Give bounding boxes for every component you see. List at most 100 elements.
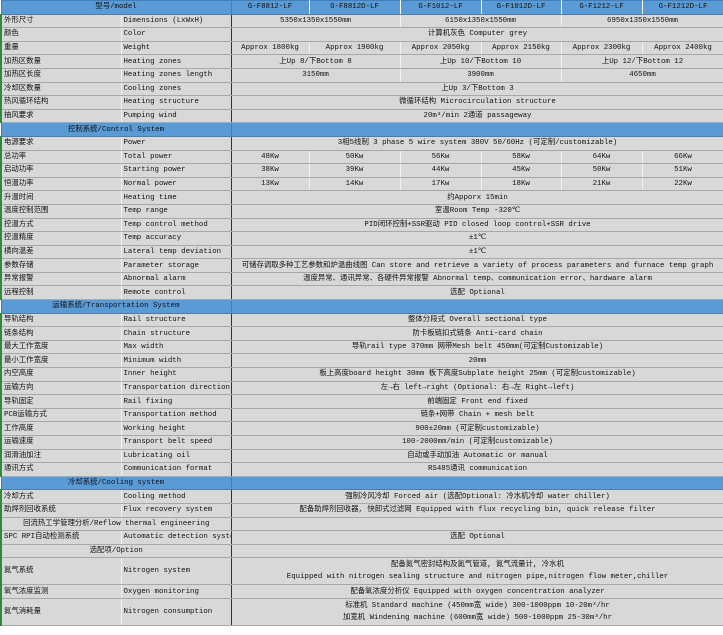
section-header-fill — [230, 299, 723, 314]
spec-value: 4650mm — [560, 67, 723, 83]
spec-label-en: Weight — [120, 40, 232, 56]
spec-value: ±1℃ — [230, 231, 723, 246]
spec-value: 22Kw — [641, 176, 723, 192]
spec-value: 21Kw — [560, 176, 643, 192]
model-header-row: 型号/model G-F8812-LF G-F8812D-LF G-F1012-LF G… — [0, 0, 723, 15]
spec-value: ±1℃ — [230, 244, 723, 260]
spec-value: 6950x1350x1550mm — [560, 13, 723, 29]
spec-label-cn: 冷却区数量 — [0, 81, 122, 97]
spec-value: 6150x1350x1550mm — [399, 13, 562, 29]
spec-value: 链条+网带 Chain + mesh belt — [230, 407, 723, 423]
spec-value: 48Kw — [230, 149, 310, 165]
spec-value: 100-2000mm/min (可定制customizable) — [230, 435, 723, 450]
section-title: 冷却系统/Cooling system — [0, 475, 232, 491]
spec-value: 配备氧浓度分析仪 Equipped with oxygen concentrat… — [230, 584, 723, 599]
spec-value: RS485通讯 communication — [230, 462, 723, 477]
spec-row: 控温精度 Temp accuracy ±1℃ — [0, 231, 723, 246]
spec-value: 51Kw — [641, 163, 723, 178]
section-title: 控制系统/Control System — [0, 122, 232, 137]
spec-value: 可储存调取多种工艺参数和炉温曲线图 Can store and retrieve… — [230, 258, 723, 273]
spec-row: 横向温差 Lateral temp deviation ±1℃ — [0, 244, 723, 260]
spec-label-cn: 加热区数量 — [0, 54, 122, 69]
spec-row: 内空高度 Inner height 板上高度board height 30mm 板下… — [0, 367, 723, 382]
spec-value: 温度异常、通讯异常、各硬件异常报警 Abnormal temp、communic… — [230, 271, 723, 287]
section-title: 运输系统/Transportation System — [0, 299, 232, 314]
model-name: G-F1012-LF — [399, 0, 482, 15]
spec-label-cn: 通讯方式 — [0, 462, 122, 477]
spec-label-cn: 参数存储 — [0, 258, 122, 273]
spec-value: 整体分段式 Overall sectional type — [230, 312, 723, 328]
spec-label-en: Temp control method — [120, 217, 232, 233]
spec-value: 44Kw — [399, 163, 482, 178]
spec-row: 导轨固定 Rail fixing 前端固定 Front end fixed — [0, 394, 723, 409]
model-header-label: 型号/model — [0, 0, 232, 15]
spec-label-cn: 控温精度 — [0, 231, 122, 246]
spec-row: 重量 Weight Approx 1800kg Approx 1900kg Approx… — [0, 40, 723, 56]
spec-label-en: Color — [120, 27, 232, 42]
spec-row: 运输速度 Transport belt speed 100-2000mm/min (… — [0, 435, 723, 450]
spec-label-cn: 横向温差 — [0, 244, 122, 260]
spec-row: 加热区长度 Heating zones length 3150mm 3900mm 465… — [0, 67, 723, 83]
spec-row: 温度控制范围 Temp range 室温Room Temp -320℃ — [0, 203, 723, 219]
section-header-row: 运输系统/Transportation System — [0, 299, 723, 314]
spec-label-en: Total power — [120, 149, 232, 165]
spec-row: 回流热工学管理分析/Reflow thermal engineering — [0, 516, 723, 532]
spec-label-cn: 重量 — [0, 40, 122, 56]
spec-row: 总功率 Total power 48Kw 50Kw 56Kw 58Kw 64Kw 66Kw — [0, 149, 723, 165]
spec-value: 3150mm — [230, 67, 401, 83]
spec-value: 50Kw — [308, 149, 401, 165]
spec-label-cn: 氮气系统 — [0, 557, 122, 586]
spec-label-cn: 颜色 — [0, 27, 122, 42]
model-name: G-F1012D-LF — [480, 0, 562, 15]
spec-label-en: Normal power — [120, 176, 232, 192]
model-name: G-F1212D-LF — [641, 0, 723, 15]
spec-label-en: Pumping wind — [120, 108, 232, 124]
spec-value: 38Kw — [230, 163, 310, 178]
spec-row: 工作高度 Working height 900±20mm (可定制customiza… — [0, 421, 723, 436]
model-name: G-F1212-LF — [560, 0, 643, 15]
spec-label-en: Remote control — [120, 285, 232, 301]
spec-value: Approx 1900kg — [308, 40, 401, 56]
spec-label-cn: 运输方向 — [0, 380, 122, 396]
spec-value: 900±20mm (可定制customizable) — [230, 421, 723, 436]
spec-value: 20mm — [230, 353, 723, 369]
spec-label-en: Heating time — [120, 190, 232, 205]
spec-label-cn: 控温方式 — [0, 217, 122, 233]
spec-row: 通讯方式 Communication format RS485通讯 communic… — [0, 462, 723, 477]
spec-label-cn: 升温时间 — [0, 190, 122, 205]
spec-value: 39Kw — [308, 163, 401, 178]
spec-row: 电源要求 Power 3相5线制 3 phase 5 wire system 380… — [0, 135, 723, 151]
spec-group-label: 选配项/Option — [0, 543, 232, 559]
spec-label-en: Chain structure — [120, 326, 232, 341]
spec-label-en: Heating zones length — [120, 67, 232, 83]
spec-row: 颜色 Color 计算机灰色 Computer grey — [0, 27, 723, 42]
spec-label-en: Lubricating oil — [120, 448, 232, 464]
spec-label-cn: 氮气消耗量 — [0, 597, 122, 626]
spec-label-en: Rail fixing — [120, 394, 232, 409]
spec-group-label: 回流热工学管理分析/Reflow thermal engineering — [0, 516, 232, 532]
spec-row: 升温时间 Heating time 约Apporx 15min — [0, 190, 723, 205]
spec-row: 控温方式 Temp control method PID闭环控制+SSR驱动 PID… — [0, 217, 723, 233]
spec-label-cn: 抽风要求 — [0, 108, 122, 124]
spec-row: 链条结构 Chain structure 防卡板链扣式链条 Anti-card ch… — [0, 326, 723, 341]
spec-row: 氮气消耗量 Nitrogen consumption 标准机 Standard ma… — [0, 597, 723, 626]
spec-label-cn: 润滑油加注 — [0, 448, 122, 464]
spec-value: 选配 Optional — [230, 530, 723, 545]
spec-label-cn: 温度控制范围 — [0, 203, 122, 219]
spec-value: 17Kw — [399, 176, 482, 192]
spec-label-cn: 启动功率 — [0, 163, 122, 178]
spec-value: 56Kw — [399, 149, 482, 165]
section-header-row: 控制系统/Control System — [0, 122, 723, 137]
spec-row: 最小工作宽度 Minimum width 20mm — [0, 353, 723, 369]
spec-value: 导轨rail type 370mm 网带Mesh belt 450mm(可定制C… — [230, 339, 723, 355]
spec-label-cn: 异常报警 — [0, 271, 122, 287]
spec-row: 启动功率 Starting power 38Kw 39Kw 44Kw 45Kw 50Kw 51… — [0, 163, 723, 178]
spec-label-en: Power — [120, 135, 232, 151]
spec-label-cn: PCB运输方式 — [0, 407, 122, 423]
spec-value: 18Kw — [480, 176, 562, 192]
spec-label-cn: 运输速度 — [0, 435, 122, 450]
spec-label-en: Cooling method — [120, 489, 232, 504]
spec-value: PID闭环控制+SSR驱动 PID closed loop control+SS… — [230, 217, 723, 233]
spec-label-cn: 恒温功率 — [0, 176, 122, 192]
spec-value: 约Apporx 15min — [230, 190, 723, 205]
